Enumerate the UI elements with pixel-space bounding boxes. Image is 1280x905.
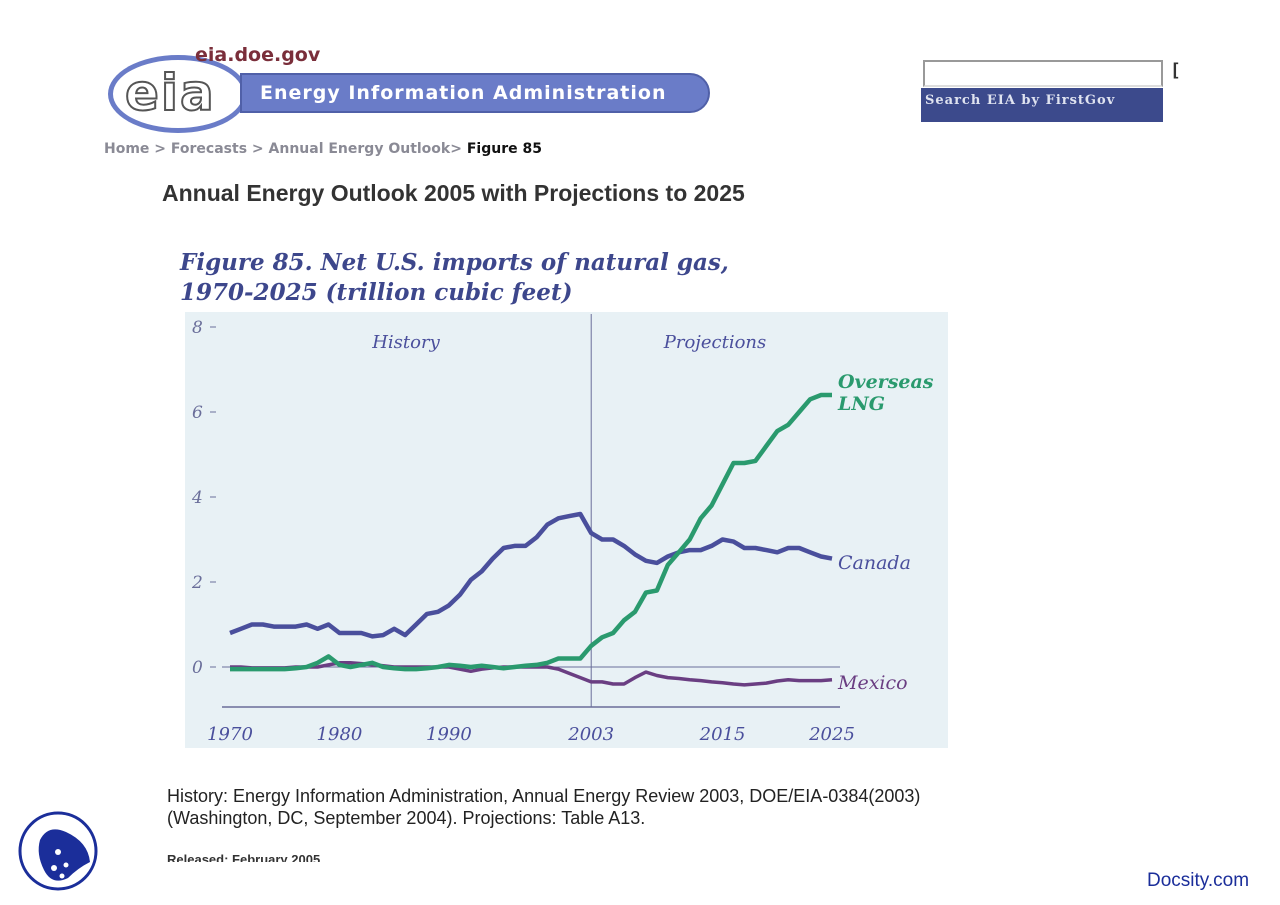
series-label-lng-line1: Overseas [838,371,934,393]
series-label-mexico: Mexico [837,672,908,694]
x-tick-label: 1980 [317,724,363,745]
source-note: History: Energy Information Administrati… [167,786,921,828]
series-label-canada: Canada [838,552,911,574]
docsity-watermark[interactable]: Docsity.com [1147,870,1250,891]
bracket-glyph: [ [1170,60,1181,81]
breadcrumb-sep: > [247,141,269,157]
breadcrumb-sep: > [149,141,171,157]
breadcrumb-sep: > [450,141,467,157]
breadcrumb-forecasts[interactable]: Forecasts [170,141,248,157]
series-label-lng-line2: LNG [837,393,885,415]
breadcrumb-aeo[interactable]: Annual Energy Outlook [268,141,451,157]
y-tick-label: 2 [191,573,203,593]
eia-logo-letters[interactable]: eia [124,64,216,122]
x-tick-label: 2015 [699,724,746,745]
y-tick-label: 8 [192,318,203,338]
x-tick-label: 1990 [426,724,472,745]
y-tick-label: 6 [192,403,203,423]
docsity-logo-icon [18,811,98,891]
x-tick-label: 1970 [207,724,253,745]
y-tick-label: 0 [192,658,203,678]
breadcrumb-current: Figure 85 [466,141,542,157]
x-tick-label: 2025 [808,724,855,745]
breadcrumb: Home > Forecasts > Annual Energy Outlook… [104,141,542,157]
plot-background [185,312,948,748]
figure-title: Figure 85. Net U.S. imports of natural g… [180,248,729,308]
search-button[interactable]: Search EIA by FirstGov [921,88,1163,122]
x-tick-label: 2003 [567,724,614,745]
eia-banner[interactable]: Energy Information Administration [240,73,710,113]
region-label-projections: Projections [663,332,767,353]
page-title: Annual Energy Outlook 2005 with Projecti… [162,180,745,206]
region-label-history: History [371,332,440,353]
released-date: Released: February 2005 [167,852,321,862]
figure-title-line2: 1970-2025 (trillion cubic feet) [180,279,573,306]
search-input[interactable] [923,60,1163,87]
series-line-canada [229,511,833,639]
series-line-overseas-lng [230,392,832,672]
site-domain: eia.doe.gov [195,44,321,66]
breadcrumb-home[interactable]: Home [104,141,150,157]
eia-logo-oval[interactable] [108,55,248,133]
y-tick-label: 4 [191,488,203,508]
figure-title-line1: Figure 85. Net U.S. imports of natural g… [180,249,729,276]
